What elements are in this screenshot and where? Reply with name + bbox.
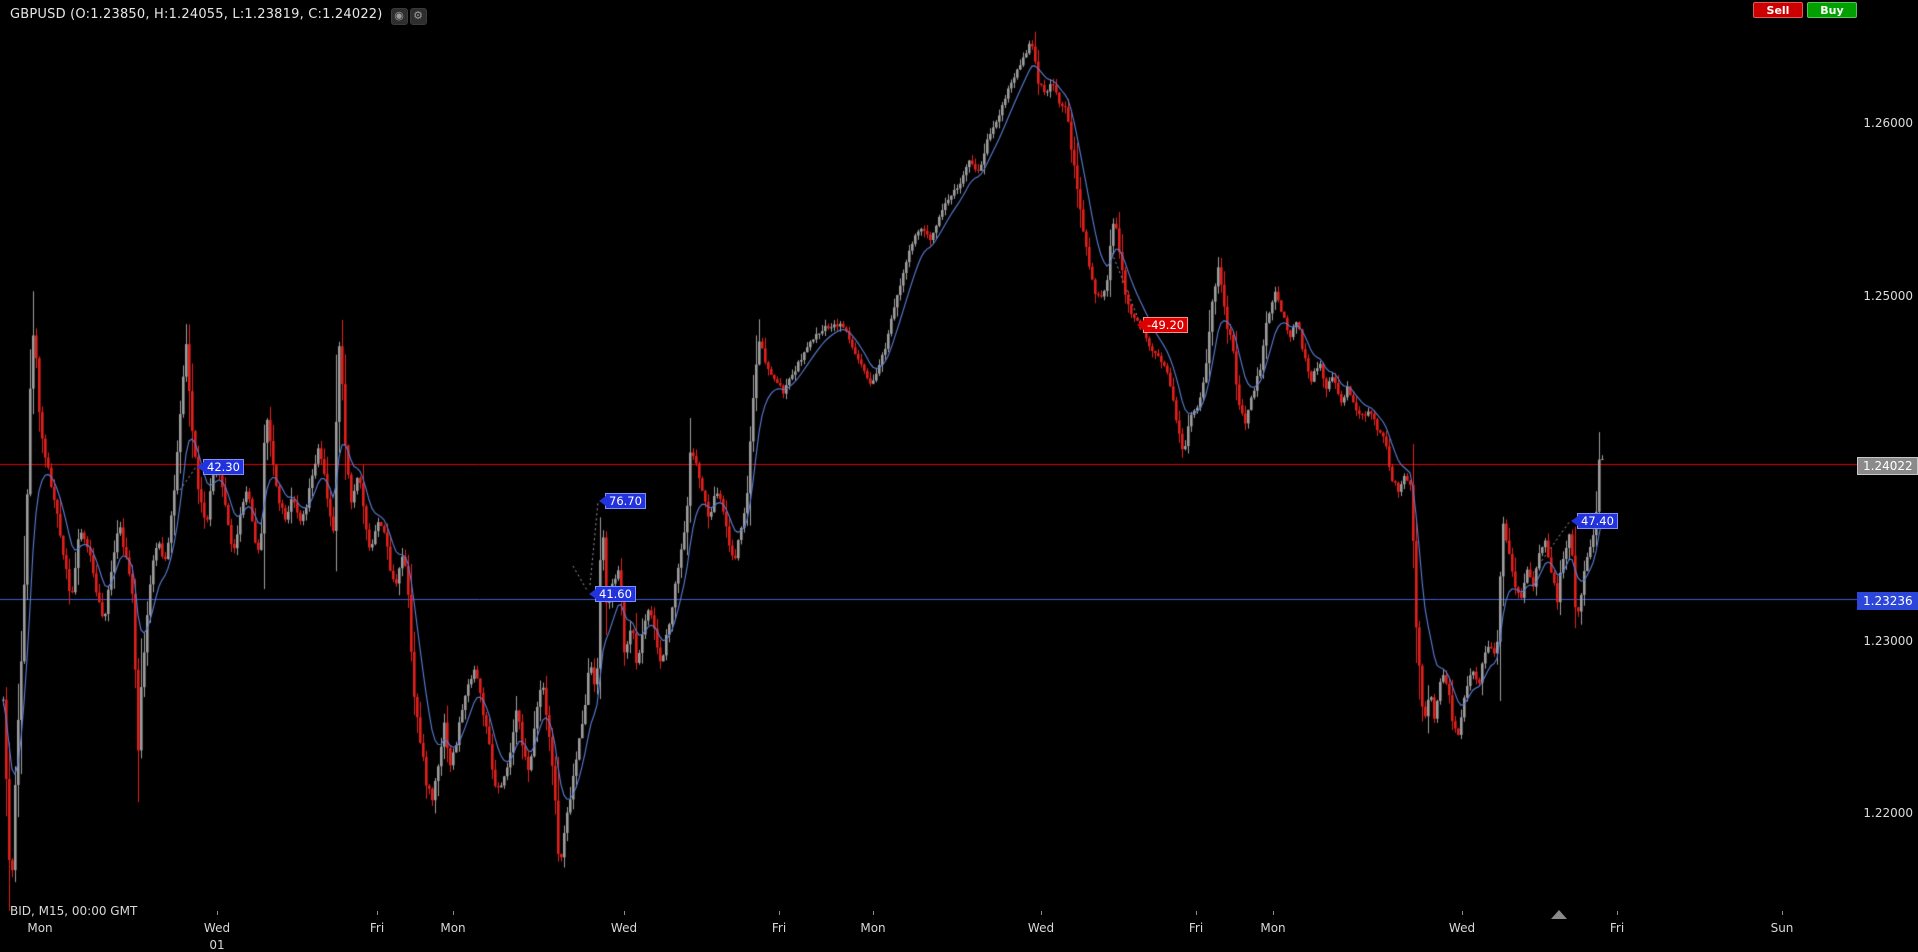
header-icon-buttons: ◉ ⚙	[390, 4, 427, 25]
time-axis-label: Fri	[369, 921, 385, 935]
time-axis-tick	[377, 911, 378, 915]
price-tick-label: 1.25000	[1863, 289, 1913, 303]
time-axis-tick	[1462, 911, 1463, 915]
time-axis-tick	[1273, 911, 1274, 915]
chart-header: GBPUSD (O:1.23850, H:1.24055, L:1.23819,…	[10, 4, 427, 25]
time-axis-tick	[1617, 911, 1618, 915]
deal-profit-label[interactable]: 42.30	[197, 459, 244, 475]
time-axis-label: Fri	[1188, 921, 1204, 935]
deal-arrow-icon	[1571, 516, 1578, 526]
deal-loss-label[interactable]: -49.20	[1137, 317, 1189, 333]
order-price-label: 1.23236	[1857, 592, 1918, 610]
time-axis-tick	[873, 911, 874, 915]
time-axis-label: Fri	[771, 921, 787, 935]
time-axis-label: Sun	[1770, 921, 1794, 935]
buy-button[interactable]: Buy	[1807, 2, 1857, 18]
symbol-ohlc-title: GBPUSD (O:1.23850, H:1.24055, L:1.23819,…	[10, 7, 383, 22]
up-arrow-marker[interactable]	[1551, 910, 1567, 919]
current-price-label: 1.24022	[1857, 457, 1918, 475]
price-tick-label: 1.23000	[1863, 634, 1913, 648]
time-axis-tick	[1041, 911, 1042, 915]
deal-profit-label[interactable]: 76.70	[599, 493, 646, 509]
deal-arrow-icon	[1137, 320, 1144, 330]
quick-trade-buttons: Sell Buy	[1753, 2, 1857, 18]
gear-icon[interactable]: ⚙	[409, 8, 427, 25]
sell-button[interactable]: Sell	[1753, 2, 1803, 18]
time-axis-label: Mon	[440, 921, 466, 935]
deal-arrow-icon	[589, 589, 596, 599]
time-axis-tick	[1782, 911, 1783, 915]
circle-dot-icon[interactable]: ◉	[390, 8, 408, 25]
time-axis-label: Wed	[1448, 921, 1476, 935]
time-axis-tick	[217, 911, 218, 915]
time-axis-label: Wed	[203, 921, 231, 935]
time-axis-tick	[624, 911, 625, 915]
time-axis-label: Wed	[1027, 921, 1055, 935]
price-tick-label: 1.26000	[1863, 116, 1913, 130]
time-axis-label: Mon	[860, 921, 886, 935]
time-axis-label: Wed	[610, 921, 638, 935]
time-axis-date-label: 01	[209, 938, 225, 952]
time-axis-label: Mon	[1260, 921, 1286, 935]
deal-arrow-icon	[197, 462, 204, 472]
deal-profit-label[interactable]: 47.40	[1571, 513, 1618, 529]
time-axis-tick	[453, 911, 454, 915]
time-axis-tick	[40, 911, 41, 915]
deal-profit-label[interactable]: 41.60	[589, 586, 636, 602]
chart-info-label: BID, M15, 00:00 GMT	[10, 904, 138, 918]
time-axis-tick	[779, 911, 780, 915]
time-axis-tick	[1196, 911, 1197, 915]
time-axis-label: Mon	[27, 921, 53, 935]
deal-arrow-icon	[599, 496, 606, 506]
time-axis-label: Fri	[1609, 921, 1625, 935]
price-tick-label: 1.22000	[1863, 806, 1913, 820]
